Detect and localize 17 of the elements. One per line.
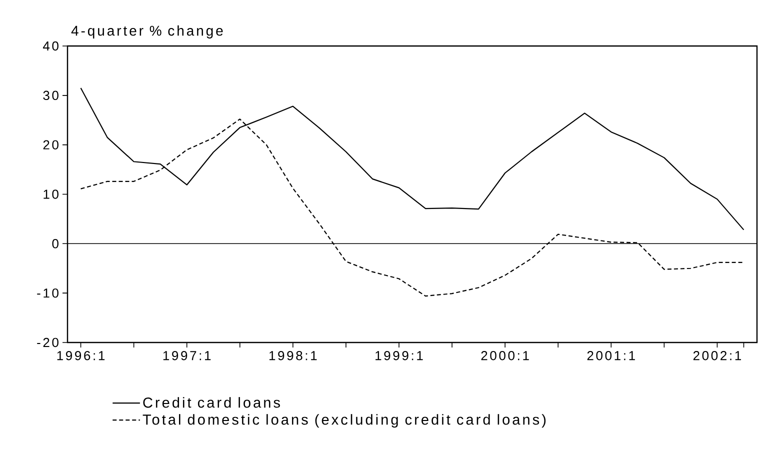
x-tick-label: 2002:1 <box>693 351 741 360</box>
y-tick-label: 0 <box>52 239 58 248</box>
x-tick-label: 2001:1 <box>587 351 635 360</box>
y-tick-label: 40 <box>42 41 58 51</box>
x-tick-label: 1997:1 <box>163 351 211 360</box>
y-axis-title: 4-quarter % change <box>71 25 223 38</box>
legend-label: Total domestic loans (excluding credit card loans) <box>142 414 546 428</box>
y-tick-label: 30 <box>43 90 58 100</box>
legend-label: Credit card loans <box>143 397 280 408</box>
y-tick-label: -10 <box>37 288 58 298</box>
x-tick-label: 1999:1 <box>376 351 423 360</box>
y-tick-label: 10 <box>44 190 58 199</box>
y-tick-label: -20 <box>37 338 58 348</box>
x-tick-label: 1996:1 <box>57 351 105 360</box>
x-tick-label: 1998:1 <box>269 351 317 360</box>
x-tick-label: 2000:1 <box>481 351 529 360</box>
y-tick-label: 20 <box>43 140 58 150</box>
